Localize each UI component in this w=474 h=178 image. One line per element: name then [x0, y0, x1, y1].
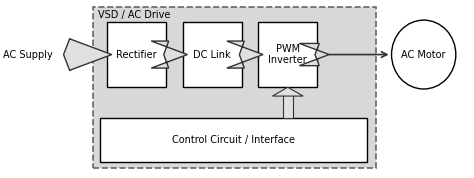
Ellipse shape [392, 20, 456, 89]
Bar [182, 22, 242, 87]
Text: Rectifier: Rectifier [116, 49, 157, 60]
Text: PWM
Inverter: PWM Inverter [268, 44, 307, 65]
Bar [100, 118, 367, 162]
Text: DC Link: DC Link [193, 49, 231, 60]
Text: VSD / AC Drive: VSD / AC Drive [98, 10, 170, 20]
Text: AC Supply: AC Supply [3, 49, 53, 60]
Polygon shape [227, 41, 263, 68]
Polygon shape [300, 43, 329, 66]
Bar [107, 22, 166, 87]
Bar [283, 94, 293, 118]
Polygon shape [151, 41, 187, 68]
Polygon shape [64, 39, 112, 70]
Bar [258, 22, 318, 87]
Text: Control Circuit / Interface: Control Circuit / Interface [172, 135, 295, 145]
FancyBboxPatch shape [93, 7, 376, 168]
Text: AC Motor: AC Motor [401, 49, 446, 60]
Polygon shape [273, 87, 303, 96]
